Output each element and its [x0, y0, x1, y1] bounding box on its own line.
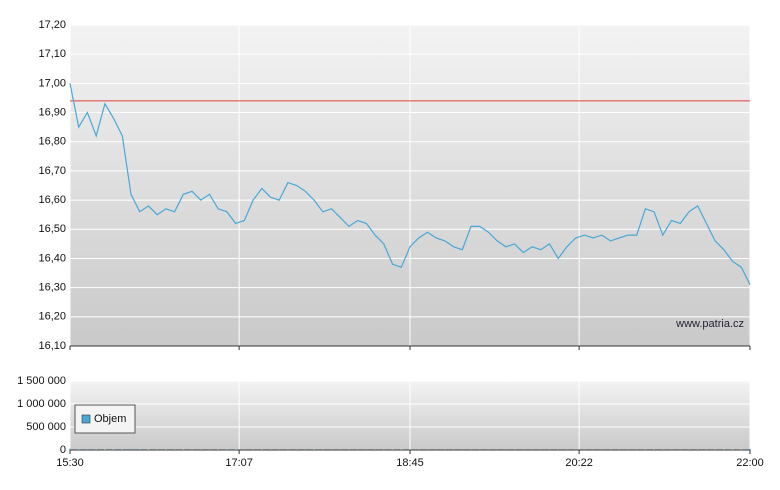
x-tick-label: 15:30	[56, 457, 84, 469]
y-tick-label: 17,10	[38, 48, 66, 60]
volume-bar	[749, 448, 751, 450]
x-tick-label: 22:00	[736, 457, 764, 469]
y-tick-label: 16,60	[38, 194, 66, 206]
y-tick-label: 16,50	[38, 223, 66, 235]
y-tick-label: 0	[60, 444, 66, 456]
volume-bar	[138, 449, 141, 450]
x-tick-label: 17:07	[225, 457, 253, 469]
y-tick-label: 17,20	[38, 19, 66, 31]
price-line	[69, 83, 751, 285]
volume-bar	[77, 449, 80, 450]
y-tick-label: 500 000	[26, 421, 66, 433]
legend-swatch	[81, 414, 91, 424]
y-tick-label: 16,70	[38, 165, 66, 177]
y-tick-label: 16,80	[38, 136, 66, 148]
volume-bar	[740, 449, 743, 450]
y-tick-label: 16,30	[38, 282, 66, 294]
y-tick-label: 16,40	[38, 252, 66, 264]
x-tick-label: 18:45	[396, 457, 424, 469]
y-tick-label: 16,10	[38, 340, 66, 352]
volume-bar	[69, 448, 71, 450]
y-tick-label: 1 500 000	[17, 375, 66, 387]
volume-bar	[130, 448, 132, 450]
y-tick-label: 16,20	[38, 311, 66, 323]
y-tick-label: 1 000 000	[17, 398, 66, 410]
watermark: www.patria.cz	[675, 318, 744, 330]
x-tick-label: 20:22	[565, 457, 593, 469]
volume-bar	[86, 449, 89, 450]
y-tick-label: 16,90	[38, 106, 66, 118]
volume-bar	[121, 449, 124, 450]
y-tick-label: 17,00	[38, 77, 66, 89]
legend-label: Objem	[94, 413, 126, 425]
volume-bar	[104, 449, 106, 450]
